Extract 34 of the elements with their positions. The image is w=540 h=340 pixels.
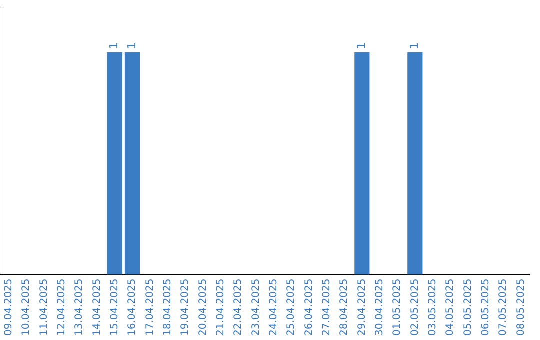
x-tick-label: 09.04.2025: [3, 278, 14, 336]
x-tick-label: 15.04.2025: [109, 278, 120, 336]
x-tick-label: 07.05.2025: [498, 278, 510, 336]
x-tick-label: 22.04.2025: [233, 278, 244, 336]
x-tick-label: 03.05.2025: [427, 278, 438, 336]
x-tick-label: 18.04.2025: [162, 278, 174, 336]
x-tick-label: 20.04.2025: [198, 278, 209, 336]
data-label: 1: [355, 42, 368, 50]
x-tick-label: 17.04.2025: [144, 278, 156, 336]
x-tick-label: 19.04.2025: [180, 278, 192, 336]
x-tick-label: 14.04.2025: [92, 278, 103, 336]
x-tick-label: 24.04.2025: [268, 278, 280, 336]
x-tick-label: 06.05.2025: [480, 278, 492, 336]
x-tick-label: 05.05.2025: [462, 278, 474, 336]
x-tick-label: 02.05.2025: [410, 278, 421, 336]
x-tick-label: 27.04.2025: [321, 278, 332, 336]
x-tick-label: 12.04.2025: [56, 278, 68, 336]
x-tick-label: 26.04.2025: [304, 278, 315, 336]
x-tick-label: 11.04.2025: [38, 278, 50, 336]
x-tick-label: 25.04.2025: [286, 278, 298, 336]
data-label: 1: [408, 42, 422, 50]
x-tick-label: 21.04.2025: [215, 278, 226, 336]
x-tick-label: 28.04.2025: [339, 278, 350, 336]
x-tick-label: 30.04.2025: [374, 278, 386, 336]
x-tick-label: 29.04.2025: [356, 278, 368, 336]
x-tick-label: 13.04.2025: [74, 278, 86, 336]
data-label: 1: [108, 42, 121, 50]
x-tick-label: 16.04.2025: [127, 278, 138, 336]
x-tick-label: 04.05.2025: [445, 278, 456, 336]
x-tick-label: 10.04.2025: [21, 278, 32, 336]
x-tick-label: 23.04.2025: [250, 278, 262, 336]
x-tick-label: 08.05.2025: [516, 278, 527, 336]
data-label: 1: [125, 42, 138, 50]
x-tick-label: 01.05.2025: [392, 278, 404, 336]
